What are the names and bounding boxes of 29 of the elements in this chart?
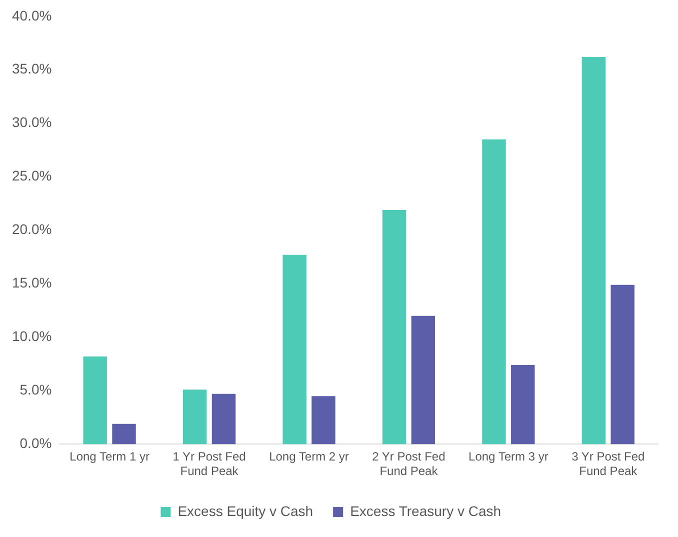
bar: [182, 390, 207, 444]
x-tick-label: Long Term 2 yr: [269, 450, 349, 464]
x-tick-label: Long Term 1 yr: [70, 450, 150, 464]
y-tick-label: 30.0%: [12, 114, 52, 130]
y-tick-label: 25.0%: [12, 168, 52, 184]
bar: [212, 394, 236, 444]
y-tick-label: 10.0%: [12, 328, 52, 344]
bar: [511, 365, 535, 444]
y-tick-label: 20.0%: [12, 221, 52, 238]
legend-label: Excess Treasury v Cash: [350, 502, 502, 519]
y-tick-label: 15.0%: [12, 274, 52, 291]
bar: [382, 210, 406, 444]
bar: [411, 316, 436, 444]
bar: [482, 139, 506, 444]
bar: [582, 57, 606, 444]
y-tick-label: 0.0%: [20, 435, 52, 452]
x-tick-label: 2 Yr Post Fed Fund Peak: [372, 450, 446, 478]
y-tick-label: 5.0%: [20, 382, 52, 398]
bar: [610, 284, 634, 444]
x-tick-label: 3 Yr Post Fed Fund Peak: [572, 450, 645, 478]
y-tick-label: 40.0%: [12, 7, 52, 24]
x-tick-label: Long Term 3 yr: [468, 450, 548, 464]
y-tick-label: 35.0%: [12, 60, 52, 77]
bar: [282, 254, 306, 444]
bar: [83, 356, 107, 444]
bar: [312, 396, 336, 444]
legend-label: Excess Equity v Cash: [178, 502, 314, 519]
x-tick-label: 1 Yr Post Fed Fund Peak: [172, 450, 246, 478]
bar: [112, 424, 136, 444]
